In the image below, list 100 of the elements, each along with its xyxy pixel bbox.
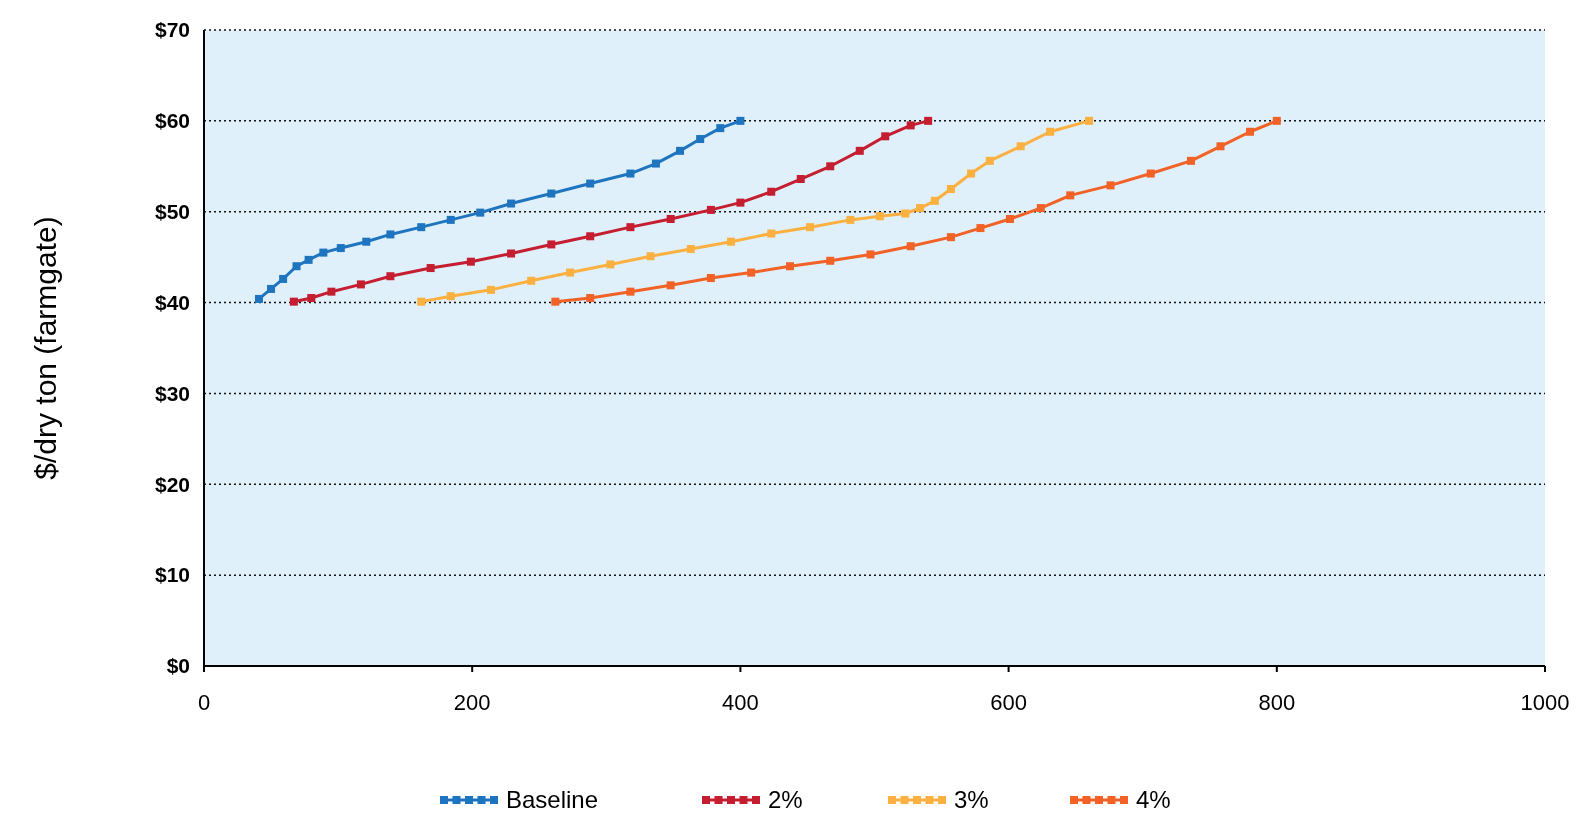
x-tick-label: 800 (1258, 690, 1296, 715)
point (267, 284, 276, 293)
point (1016, 142, 1025, 151)
point (417, 297, 426, 306)
point (930, 196, 939, 205)
point (327, 287, 336, 296)
point (946, 233, 955, 242)
point (736, 198, 745, 207)
y-tick-label: $70 (154, 18, 190, 42)
point (826, 256, 835, 265)
point (1272, 116, 1281, 125)
point (566, 268, 575, 277)
point (446, 292, 455, 301)
x-tick-label: 200 (453, 690, 491, 715)
x-tick-label: 0 (197, 690, 211, 715)
point (767, 187, 776, 196)
point (985, 156, 994, 165)
point (1186, 156, 1195, 165)
point (1216, 142, 1225, 151)
point (747, 268, 756, 277)
point (1036, 204, 1045, 213)
y-tick-label: $50 (154, 200, 190, 224)
point (319, 248, 328, 257)
point (696, 135, 705, 144)
point (906, 242, 915, 251)
point (507, 249, 516, 258)
point (466, 257, 475, 266)
legend-label: Baseline (506, 786, 599, 814)
point (547, 189, 556, 198)
x-tick-label: 1000 (1520, 690, 1570, 715)
point (727, 237, 736, 246)
point (736, 116, 745, 125)
point (386, 272, 395, 281)
x-tick-label: 400 (722, 690, 759, 715)
point (254, 294, 263, 303)
point (676, 146, 685, 155)
point (606, 260, 615, 269)
point (866, 250, 875, 259)
legend-label: 2% (768, 786, 803, 814)
point (901, 209, 910, 218)
point (924, 116, 933, 125)
point (967, 169, 976, 178)
point (806, 223, 815, 232)
point (626, 287, 635, 296)
point (547, 240, 556, 249)
point (1005, 214, 1014, 223)
point (476, 208, 485, 217)
point (706, 274, 715, 283)
point (646, 252, 655, 261)
point (386, 230, 395, 239)
point (507, 199, 516, 208)
point (1066, 191, 1075, 200)
point (356, 280, 365, 289)
point (527, 276, 536, 285)
point (426, 264, 435, 273)
point (551, 297, 560, 306)
point (767, 229, 776, 238)
y-axis-title: $/dry ton (farmgate) (29, 216, 62, 480)
point (292, 262, 301, 271)
point (362, 237, 371, 246)
point (279, 274, 288, 283)
point (1085, 116, 1094, 125)
point (716, 124, 725, 133)
y-tick-label: $40 (154, 290, 190, 314)
point (946, 185, 955, 193)
point (881, 132, 890, 141)
point (1146, 169, 1155, 178)
point (855, 146, 864, 155)
y-tick-label: $30 (154, 381, 190, 405)
point (706, 205, 715, 214)
point (417, 223, 426, 232)
point (1106, 181, 1115, 190)
point (336, 244, 345, 253)
point (586, 179, 595, 188)
point (586, 232, 595, 241)
point (906, 121, 915, 130)
point (1245, 127, 1254, 136)
point (976, 224, 985, 233)
point (304, 255, 313, 264)
point (875, 212, 884, 221)
point (289, 297, 298, 306)
point (666, 281, 675, 290)
point (786, 262, 795, 271)
y-tick-label: $10 (154, 563, 190, 587)
point (446, 215, 455, 224)
point (486, 285, 495, 294)
point (586, 294, 595, 303)
point (686, 244, 695, 253)
y-tick-label: $20 (154, 472, 190, 496)
y-tick-label: $0 (166, 654, 190, 678)
x-tick-label: 600 (990, 690, 1027, 715)
point (796, 175, 805, 184)
point (1046, 127, 1055, 136)
point (846, 215, 855, 224)
point (626, 169, 635, 178)
legend-label: 3% (954, 786, 989, 814)
point (826, 162, 835, 171)
point (651, 159, 660, 168)
point (666, 214, 675, 223)
point (307, 294, 316, 303)
